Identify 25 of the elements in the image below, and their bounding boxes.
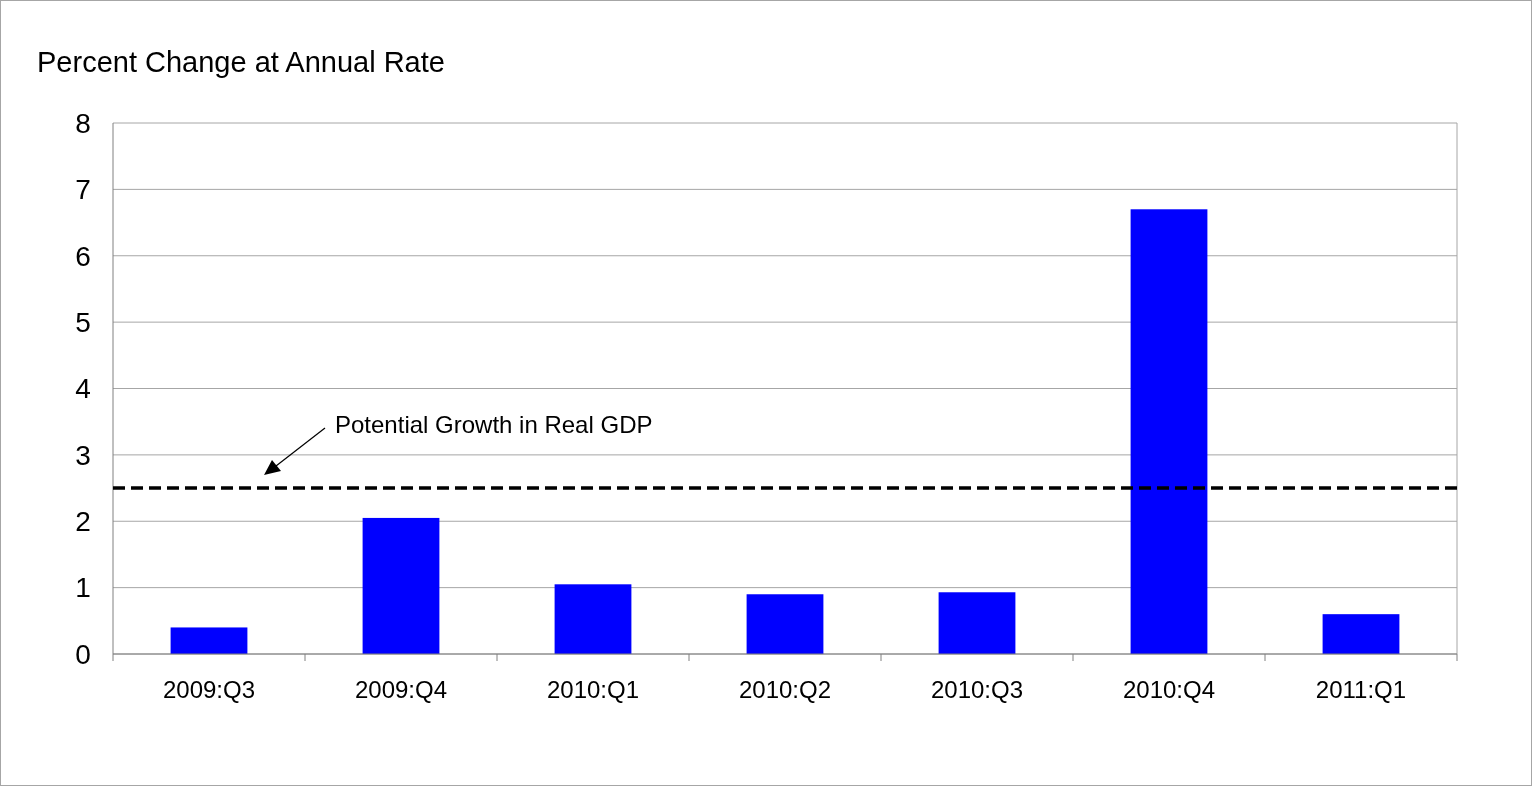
y-tick-label: 0 bbox=[75, 638, 91, 670]
bar bbox=[170, 627, 248, 654]
bar bbox=[1322, 614, 1400, 654]
y-tick-label: 4 bbox=[75, 373, 91, 405]
y-tick-label: 5 bbox=[75, 306, 91, 338]
x-tick-label: 2010:Q4 bbox=[1122, 676, 1216, 703]
y-tick-label: 2 bbox=[75, 506, 91, 538]
x-tick-label: 2011:Q1 bbox=[1315, 676, 1407, 703]
bar bbox=[746, 594, 824, 654]
y-tick-label: 6 bbox=[75, 240, 91, 272]
y-axis-title: Percent Change at Annual Rate bbox=[37, 46, 445, 78]
x-tick-label: 2010:Q2 bbox=[738, 676, 832, 703]
x-tick-label: 2010:Q1 bbox=[546, 676, 640, 703]
ref-line-label: Potential Growth in Real GDP bbox=[335, 411, 653, 439]
y-tick-label: 1 bbox=[75, 572, 91, 604]
y-tick-label: 8 bbox=[75, 107, 91, 139]
y-tick-label: 7 bbox=[75, 174, 91, 206]
x-tick-label: 2009:Q3 bbox=[162, 676, 256, 703]
bar bbox=[938, 592, 1016, 654]
x-tick-label: 2009:Q4 bbox=[354, 676, 448, 703]
y-tick-label: 3 bbox=[75, 439, 91, 471]
bar bbox=[362, 517, 440, 654]
bar bbox=[554, 584, 632, 654]
x-tick-label: 2010:Q3 bbox=[930, 676, 1024, 703]
bar bbox=[1130, 209, 1208, 654]
